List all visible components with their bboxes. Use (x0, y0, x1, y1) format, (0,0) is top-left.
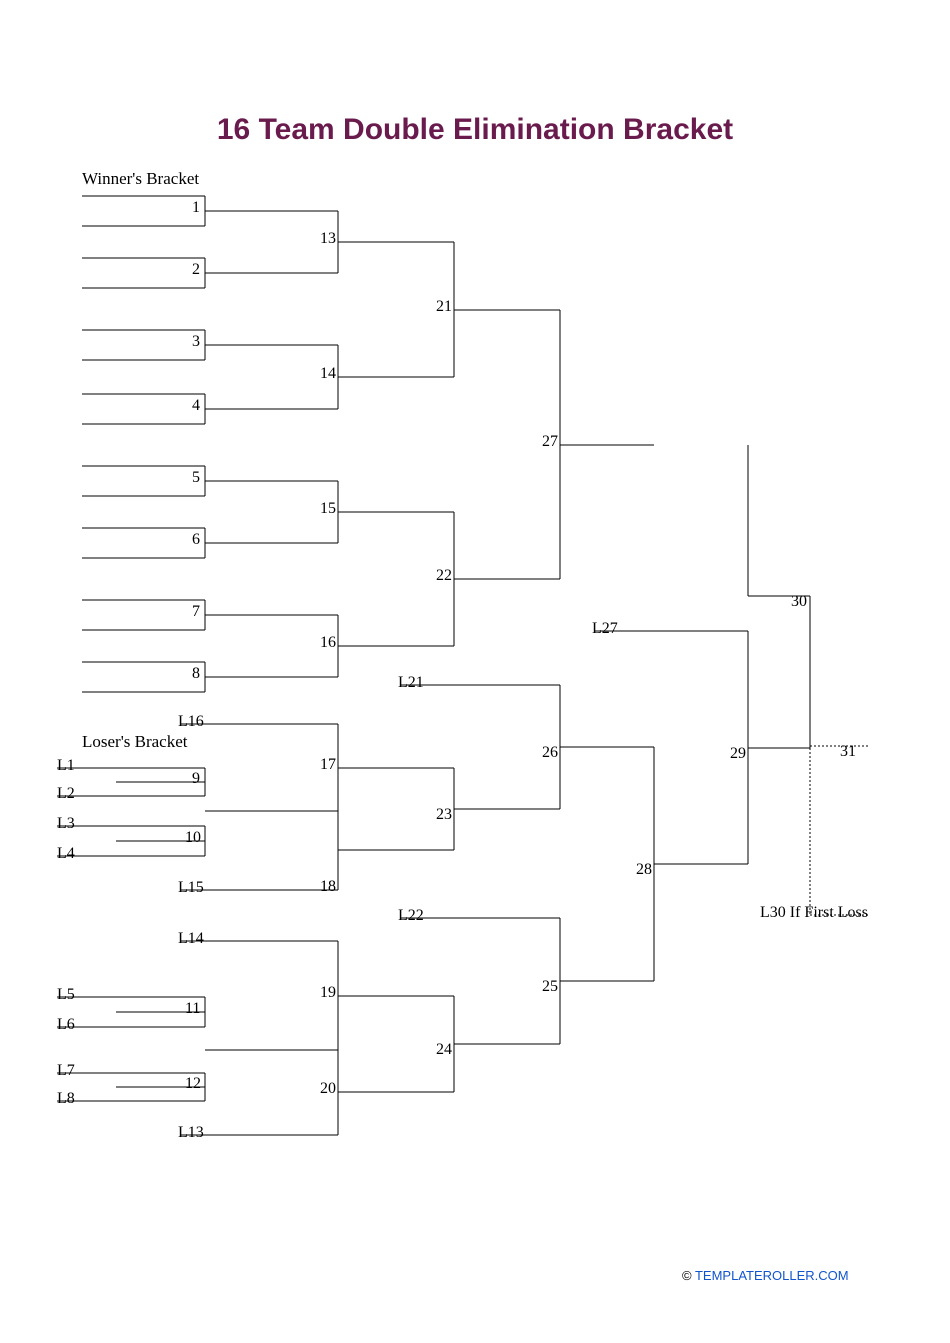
game-label: L30 If First Loss (760, 904, 868, 922)
game-label: L3 (57, 815, 75, 833)
game-label: 10 (185, 829, 201, 847)
game-label: L1 (57, 757, 75, 775)
game-label: 21 (436, 298, 452, 316)
game-label: 6 (192, 531, 200, 549)
game-label: 8 (192, 665, 200, 683)
game-label: L5 (57, 986, 75, 1004)
game-label: 18 (320, 878, 336, 896)
game-label: 29 (730, 745, 746, 763)
game-label: 9 (192, 770, 200, 788)
game-label: 7 (192, 603, 200, 621)
game-label: 31 (840, 743, 856, 761)
game-label: L8 (57, 1090, 75, 1108)
game-label: 15 (320, 500, 336, 518)
bracket-label: Loser's Bracket (82, 732, 188, 752)
source-link[interactable]: TEMPLATEROLLER.COM (695, 1268, 849, 1283)
game-label: L13 (178, 1124, 204, 1142)
game-label: L27 (592, 620, 618, 638)
game-label: 30 (791, 593, 807, 611)
game-label: 13 (320, 230, 336, 248)
game-label: 28 (636, 861, 652, 879)
game-label: 16 (320, 634, 336, 652)
game-label: 14 (320, 365, 336, 383)
game-label: L2 (57, 785, 75, 803)
game-label: 17 (320, 756, 336, 774)
game-label: 22 (436, 567, 452, 585)
game-label: 23 (436, 806, 452, 824)
bracket-label: Winner's Bracket (82, 169, 199, 189)
footer: © TEMPLATEROLLER.COM (682, 1268, 849, 1283)
game-label: 1 (192, 199, 200, 217)
game-label: 4 (192, 397, 200, 415)
game-label: L7 (57, 1062, 75, 1080)
game-label: L4 (57, 845, 75, 863)
game-label: 26 (542, 744, 558, 762)
game-label: 5 (192, 469, 200, 487)
game-label: 25 (542, 978, 558, 996)
game-label: L16 (178, 713, 204, 731)
game-label: L21 (398, 674, 424, 692)
game-label: 19 (320, 984, 336, 1002)
game-label: 20 (320, 1080, 336, 1098)
game-label: 3 (192, 333, 200, 351)
game-label: L14 (178, 930, 204, 948)
copyright-symbol: © (682, 1268, 692, 1283)
game-label: 2 (192, 261, 200, 279)
game-label: 12 (185, 1075, 201, 1093)
game-label: 27 (542, 433, 558, 451)
bracket-diagram (0, 0, 950, 1343)
game-label: L22 (398, 907, 424, 925)
game-label: 11 (185, 1000, 200, 1018)
game-label: 24 (436, 1041, 452, 1059)
game-label: L6 (57, 1016, 75, 1034)
game-label: L15 (178, 879, 204, 897)
